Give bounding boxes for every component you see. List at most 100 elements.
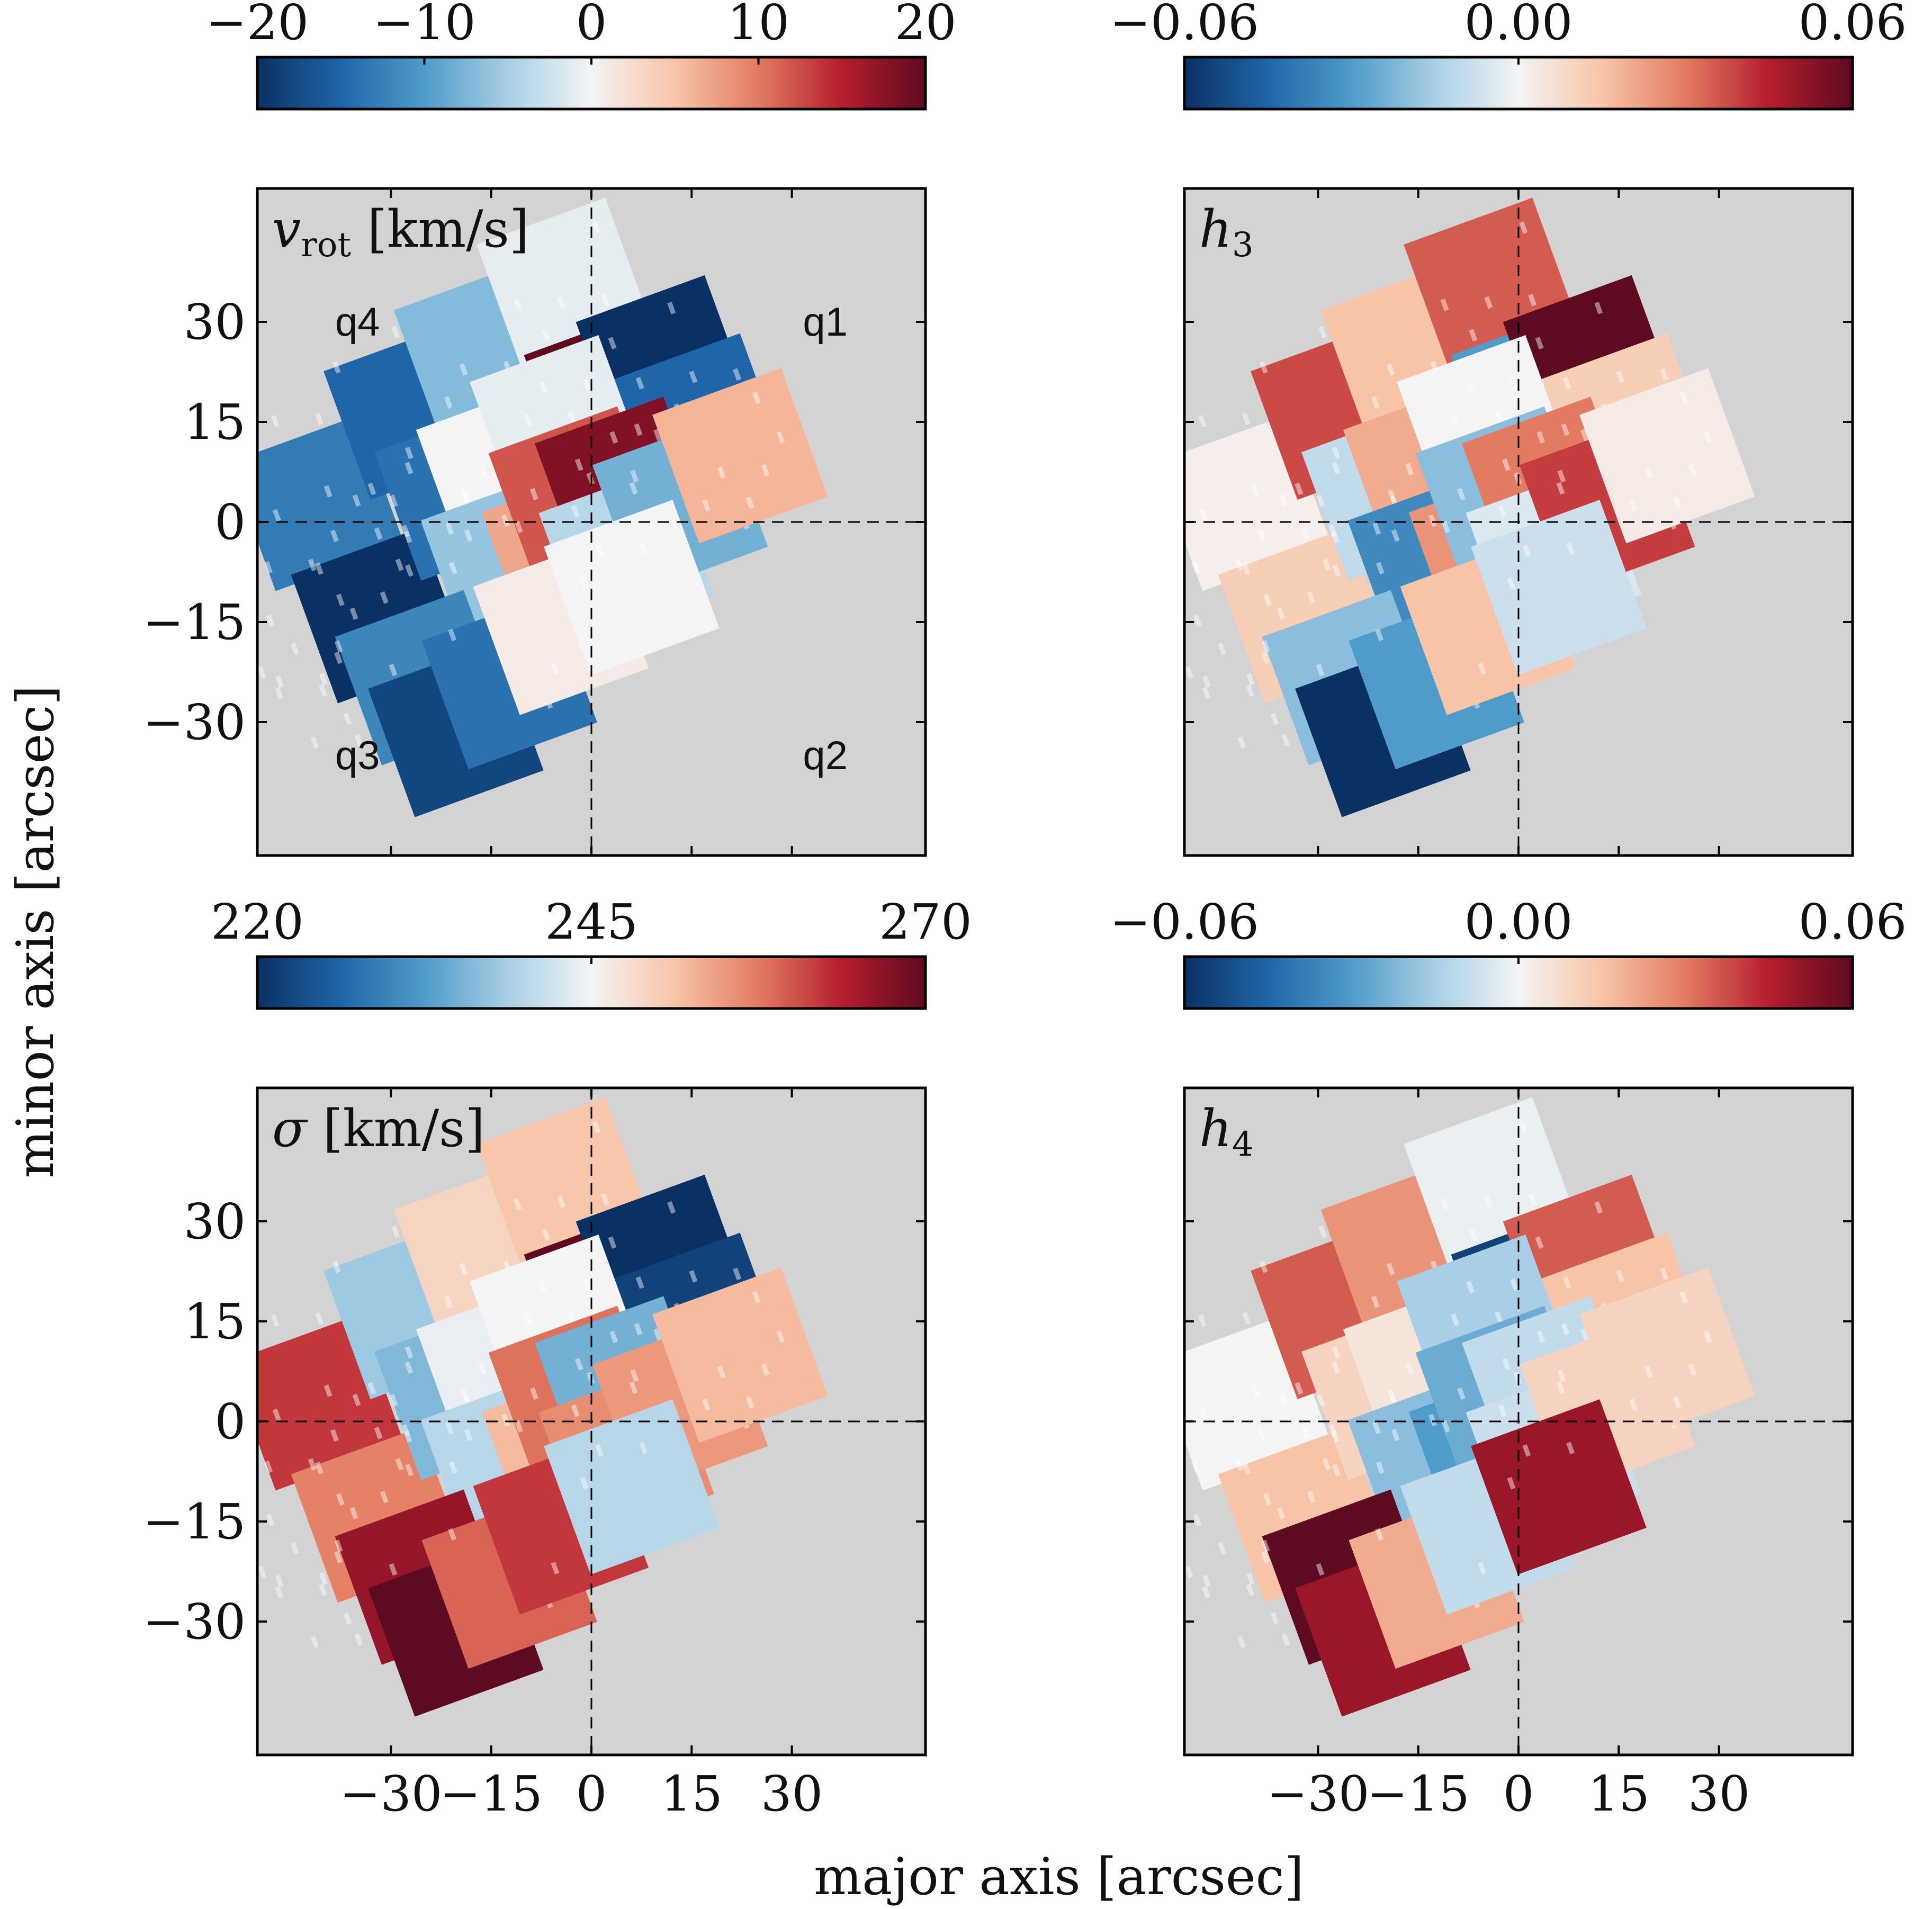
masked-spaxel [1507, 577, 1516, 590]
x-tick-label: −15 [1367, 1766, 1470, 1822]
masked-spaxel [1371, 1295, 1380, 1308]
masked-spaxel [314, 1312, 324, 1325]
masked-spaxel [1307, 1490, 1316, 1503]
masked-spaxel [1535, 337, 1544, 349]
masked-spaxel [1235, 559, 1244, 572]
masked-spaxel [557, 296, 566, 309]
masked-spaxel [513, 1197, 522, 1211]
masked-spaxel [395, 1458, 404, 1471]
colorbar-tick-label: 0.06 [1799, 0, 1907, 51]
masked-spaxel [310, 736, 319, 749]
masked-spaxel [733, 1267, 742, 1281]
colorbar-tick-label: −0.06 [1110, 894, 1259, 950]
masked-spaxel [1556, 482, 1565, 495]
masked-spaxel [1557, 470, 1566, 483]
masked-spaxel [1259, 361, 1268, 374]
masked-spaxel [1703, 431, 1712, 444]
masked-spaxel [529, 488, 538, 501]
masked-spaxel [405, 1346, 414, 1359]
masked-spaxel [264, 1460, 273, 1473]
masked-spaxel [1688, 1363, 1697, 1376]
colorbar-tick-label: 220 [211, 894, 304, 950]
masked-spaxel [595, 1444, 604, 1457]
masked-spaxel [1184, 666, 1193, 679]
masked-spaxel [1332, 446, 1341, 460]
masked-spaxel [1502, 458, 1511, 471]
masked-spaxel [478, 1362, 487, 1375]
masked-spaxel [367, 482, 376, 496]
masked-spaxel [354, 734, 363, 747]
masked-spaxel [380, 1490, 389, 1503]
masked-spaxel [1469, 329, 1478, 341]
masked-spaxel [290, 642, 299, 655]
quadrant-label-q2: q2 [803, 733, 848, 778]
masked-spaxel [461, 1389, 470, 1402]
y-tick-label: 15 [184, 1293, 246, 1350]
masked-spaxel [1679, 1291, 1688, 1304]
masked-spaxel [1440, 298, 1449, 311]
masked-spaxel [515, 520, 523, 534]
masked-spaxel [653, 428, 662, 442]
masked-spaxel [608, 1236, 617, 1249]
masked-spaxel [334, 1551, 343, 1564]
x-tick-label: 0 [576, 1766, 607, 1822]
masked-spaxel [717, 466, 726, 479]
masked-spaxel [513, 298, 522, 311]
masked-spaxel [308, 1458, 317, 1471]
masked-spaxel [1502, 1358, 1511, 1371]
masked-spaxel [630, 1369, 639, 1382]
masked-spaxel [186, 1464, 194, 1477]
masked-spaxel [405, 1361, 414, 1374]
masked-spaxel [1616, 371, 1625, 383]
masked-spaxel [1251, 485, 1260, 498]
masked-spaxel [1495, 1311, 1504, 1324]
masked-spaxel [336, 1493, 345, 1506]
x-axis-title: major axis [arcsec] [814, 1847, 1304, 1906]
masked-spaxel [448, 562, 457, 575]
y-tick-label: 0 [214, 1393, 246, 1450]
masked-spaxel [1113, 565, 1121, 578]
masked-spaxel [667, 301, 676, 314]
masked-spaxel [745, 1396, 754, 1409]
masked-spaxel [319, 673, 328, 686]
masked-spaxel [1703, 1330, 1712, 1344]
masked-spaxel [1217, 642, 1226, 655]
colorbar-h3 [1183, 56, 1854, 111]
masked-spaxel [1316, 1563, 1325, 1576]
colorbar-tick-label: 10 [727, 0, 789, 51]
masked-spaxel [653, 1328, 662, 1341]
masked-spaxel [1316, 663, 1325, 677]
bin-field [1113, 197, 1755, 817]
masked-spaxel [1246, 684, 1255, 697]
masked-spaxel [349, 607, 358, 620]
masked-spaxel [290, 1542, 299, 1555]
masked-spaxel [1237, 1635, 1246, 1649]
masked-spaxel [264, 561, 273, 574]
masked-spaxel [230, 1462, 238, 1474]
masked-spaxel [1673, 497, 1682, 509]
masked-spaxel [733, 368, 742, 381]
masked-spaxel [1199, 509, 1208, 522]
masked-spaxel [308, 559, 317, 572]
masked-spaxel [1509, 379, 1518, 392]
masked-spaxel [461, 489, 470, 502]
masked-spaxel [1246, 673, 1255, 686]
masked-spaxel [1528, 293, 1537, 307]
colorbar-tick-label: 0.06 [1799, 894, 1907, 950]
panel-h3: −0.06 0.00 0.06 h3 [1110, 0, 1907, 857]
masked-spaxel [501, 514, 510, 527]
masked-spaxel [332, 361, 341, 374]
masked-spaxel [319, 1572, 328, 1585]
masked-spaxel [324, 485, 333, 498]
masked-spaxel [689, 371, 698, 383]
masked-spaxel [343, 1612, 352, 1625]
masked-spaxel [609, 431, 618, 444]
bin-field [186, 1097, 828, 1717]
masked-spaxel [629, 1381, 638, 1394]
masked-spaxel [1405, 1362, 1414, 1375]
masked-spaxel [1457, 488, 1466, 501]
masked-spaxel [1629, 1398, 1638, 1411]
masked-spaxel [1522, 544, 1531, 557]
masked-spaxel [1263, 1493, 1272, 1506]
